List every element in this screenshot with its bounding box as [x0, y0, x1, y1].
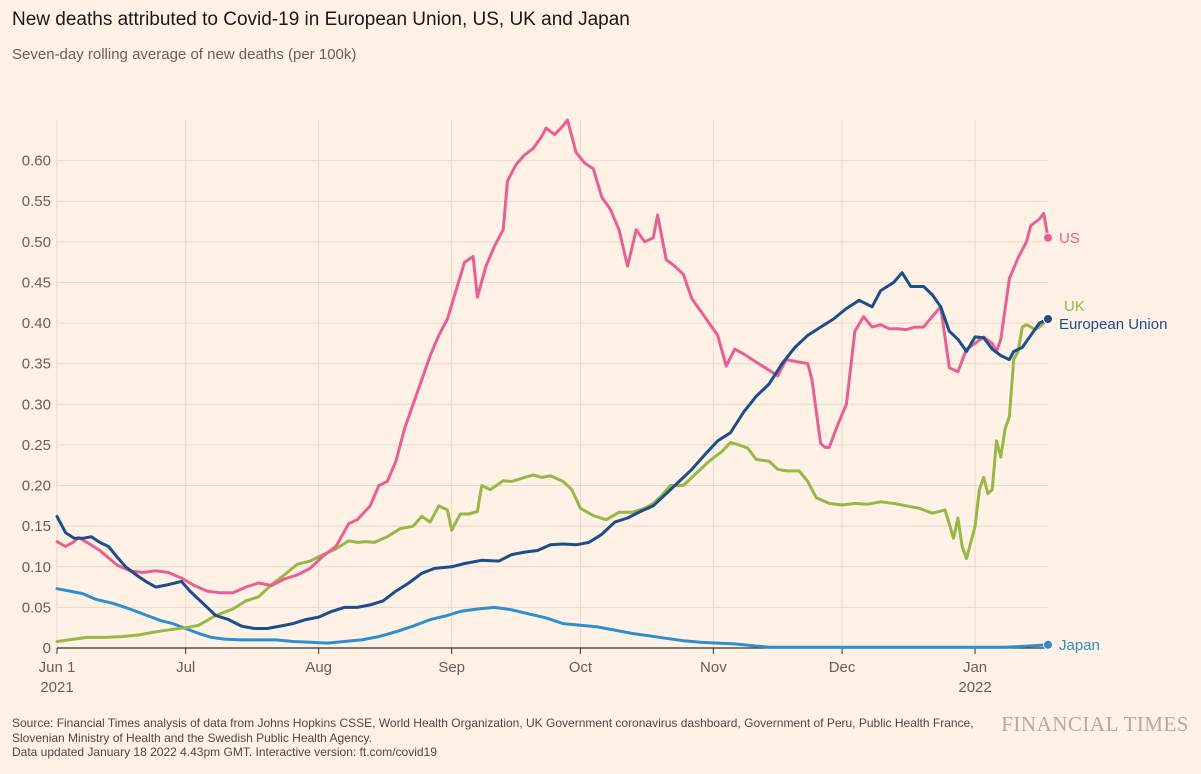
chart-subtitle: Seven-day rolling average of new deaths …	[12, 46, 357, 63]
x-tick-label: Jan	[963, 659, 987, 676]
y-tick-label: 0.40	[22, 315, 51, 332]
y-tick-label: 0.10	[22, 559, 51, 576]
source-line-2: Slovenian Ministry of Health and the Swe…	[12, 730, 372, 745]
x-tick-year-label: 2021	[40, 679, 73, 696]
series-lines	[55, 118, 1050, 649]
source-line-1: Source: Financial Times analysis of data…	[12, 716, 974, 730]
y-tick-label: 0.25	[22, 437, 51, 454]
x-tick-label: Jun 1	[39, 659, 76, 676]
y-tick-label: 0.45	[22, 274, 51, 291]
end-label-us: US	[1059, 230, 1080, 247]
end-dot-european-union	[1043, 314, 1053, 325]
y-tick-label: 0.55	[22, 193, 51, 210]
ft-logo: FINANCIAL TIMES	[1001, 712, 1189, 736]
series-line-european-union	[55, 271, 1050, 630]
y-tick-label: 0.50	[22, 234, 51, 251]
x-tick-year-label: 2022	[958, 679, 991, 696]
y-tick-label: 0.05	[22, 599, 51, 616]
x-tick-label: Oct	[569, 659, 593, 676]
end-label-japan: Japan	[1059, 637, 1100, 654]
y-tick-label: 0.60	[22, 153, 51, 170]
x-tick-label: Sep	[438, 659, 465, 676]
y-axis-ticks: 0 0.05 0.10 0.15 0.20 0.25 0.30 0.35 0.40 0.45 0.5…	[22, 153, 51, 657]
x-tick-label: Nov	[700, 659, 727, 676]
end-dot-japan	[1043, 639, 1053, 650]
x-tick-label: Dec	[829, 659, 856, 676]
series-line-uk	[55, 317, 1050, 643]
end-label-uk: UK	[1064, 298, 1085, 315]
y-tick-label: 0.15	[22, 518, 51, 535]
x-tick-label: Jul	[176, 659, 195, 676]
series-line-japan	[55, 587, 1050, 649]
y-tick-label: 0.30	[22, 396, 51, 413]
end-label-european-union: European Union	[1059, 316, 1167, 333]
source-line-3: Data updated January 18 2022 4.43pm GMT.…	[12, 745, 437, 759]
end-dot-us	[1043, 232, 1053, 243]
source-note: Source: Financial Times analysis of data…	[12, 716, 982, 760]
y-tick-label: 0.35	[22, 356, 51, 373]
y-tick-label: 0.20	[22, 478, 51, 495]
y-tick-label: 0	[43, 640, 51, 657]
chart-title: New deaths attributed to Covid-19 in Eur…	[12, 9, 630, 30]
series-line-us	[55, 118, 1050, 595]
grid-lines	[56, 120, 1048, 649]
x-tick-label: Aug	[305, 659, 332, 676]
x-axis-ticks: Jun 1 2021 Jul Aug Sep Oct Nov Dec Jan 2022	[39, 648, 992, 696]
